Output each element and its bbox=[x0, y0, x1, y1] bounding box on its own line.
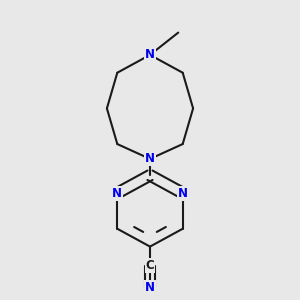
Text: N: N bbox=[145, 48, 155, 62]
Text: N: N bbox=[112, 187, 122, 200]
Text: N: N bbox=[145, 152, 155, 165]
Text: C: C bbox=[146, 260, 154, 272]
Text: N: N bbox=[178, 187, 188, 200]
Text: N: N bbox=[145, 281, 155, 294]
